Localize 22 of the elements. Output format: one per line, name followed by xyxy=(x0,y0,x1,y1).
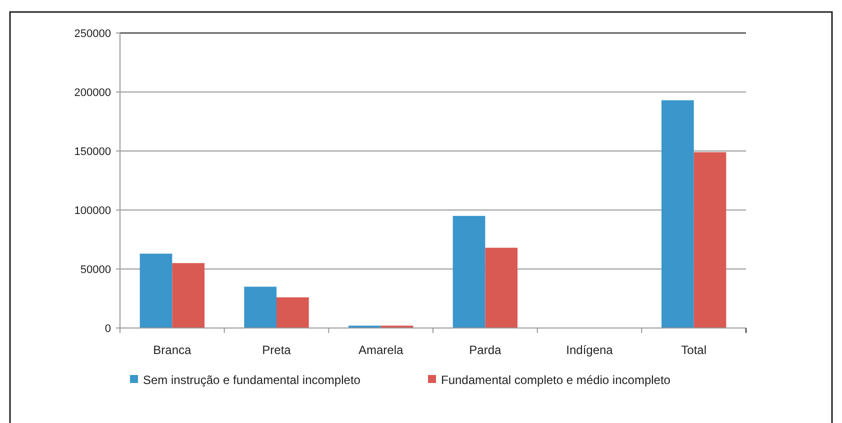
bar xyxy=(694,152,726,328)
x-tick-label: Indígena xyxy=(566,343,614,357)
bar xyxy=(172,263,205,328)
bar xyxy=(452,216,486,328)
y-tick-label: 250000 xyxy=(74,28,111,40)
y-tick-label: 0 xyxy=(104,322,111,335)
bar xyxy=(661,100,694,328)
bar xyxy=(140,254,172,328)
y-tick-label: 50000 xyxy=(80,264,111,276)
x-tick-label: Parda xyxy=(469,343,502,357)
bar xyxy=(485,248,518,328)
x-tick-label: Preta xyxy=(262,343,292,357)
legend-label: Fundamental completo e médio incompleto xyxy=(441,373,671,388)
y-tick-label: 150000 xyxy=(74,146,111,158)
x-tick-label: Branca xyxy=(153,343,192,357)
bar xyxy=(244,286,276,328)
bar xyxy=(276,297,309,328)
legend-label: Sem instrução e fundamental incompleto xyxy=(143,373,361,388)
y-tick-label: 200000 xyxy=(74,86,111,99)
y-tick-label: 100000 xyxy=(74,204,111,217)
x-tick-label: Total xyxy=(681,343,707,357)
x-tick-label: Amarela xyxy=(358,343,404,357)
